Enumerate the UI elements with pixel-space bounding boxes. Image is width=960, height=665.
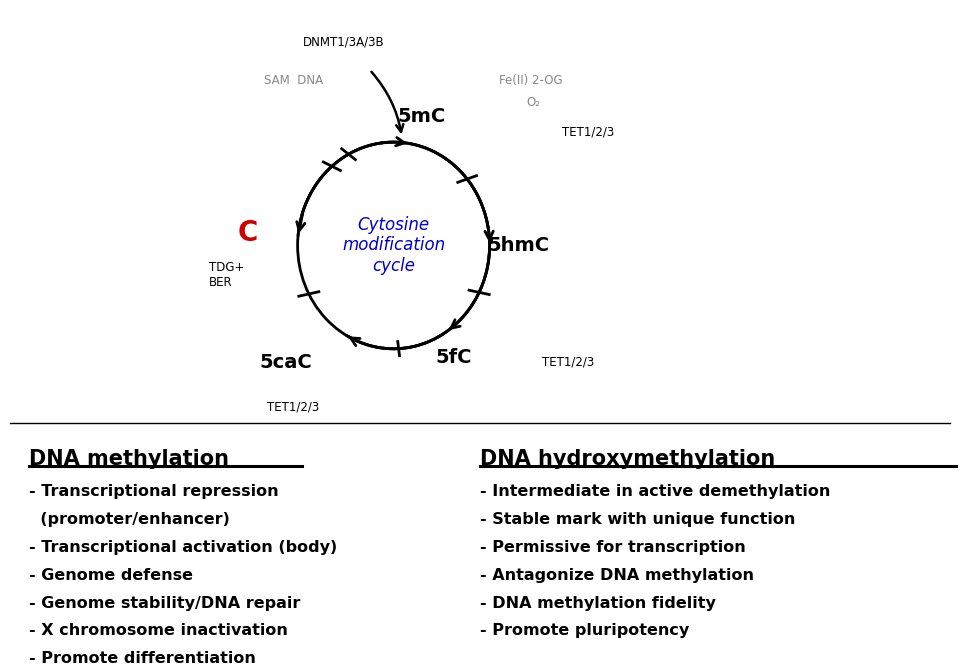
Text: TDG+
BER: TDG+ BER	[209, 261, 245, 289]
Text: - Promote differentiation: - Promote differentiation	[29, 651, 255, 665]
Text: TET1/2/3: TET1/2/3	[267, 400, 319, 414]
Text: DNA methylation: DNA methylation	[29, 449, 228, 469]
Text: - Genome defense: - Genome defense	[29, 568, 193, 583]
Text: Fe(II) 2-OG: Fe(II) 2-OG	[499, 74, 563, 87]
Text: 5mC: 5mC	[397, 107, 445, 126]
Text: - DNA methylation fidelity: - DNA methylation fidelity	[480, 596, 716, 610]
Text: DNMT1/3A/3B: DNMT1/3A/3B	[302, 35, 384, 49]
Text: O₂: O₂	[526, 96, 540, 108]
Text: Cytosine
modification
cycle: Cytosine modification cycle	[342, 215, 445, 275]
Text: TET1/2/3: TET1/2/3	[542, 355, 594, 368]
Text: TET1/2/3: TET1/2/3	[562, 126, 613, 139]
Text: - Stable mark with unique function: - Stable mark with unique function	[480, 512, 796, 527]
Text: SAM  DNA: SAM DNA	[264, 74, 324, 87]
Text: - Promote pluripotency: - Promote pluripotency	[480, 623, 689, 638]
Text: - Transcriptional repression: - Transcriptional repression	[29, 484, 278, 499]
Text: - Intermediate in active demethylation: - Intermediate in active demethylation	[480, 484, 830, 499]
Text: DNA hydroxymethylation: DNA hydroxymethylation	[480, 449, 776, 469]
Text: - X chromosome inactivation: - X chromosome inactivation	[29, 623, 288, 638]
Text: 5fC: 5fC	[435, 348, 471, 366]
Text: - Transcriptional activation (body): - Transcriptional activation (body)	[29, 540, 337, 555]
Text: 5caC: 5caC	[260, 352, 312, 372]
Text: 5hmC: 5hmC	[488, 236, 549, 255]
Text: C: C	[238, 219, 258, 247]
Text: (promoter/enhancer): (promoter/enhancer)	[29, 512, 229, 527]
Text: - Genome stability/DNA repair: - Genome stability/DNA repair	[29, 596, 300, 610]
Text: - Antagonize DNA methylation: - Antagonize DNA methylation	[480, 568, 754, 583]
Text: - Permissive for transcription: - Permissive for transcription	[480, 540, 746, 555]
